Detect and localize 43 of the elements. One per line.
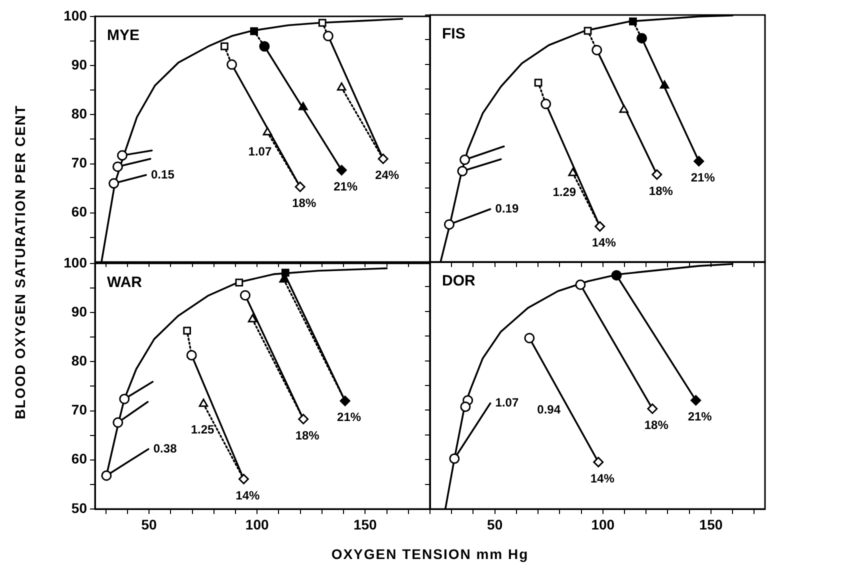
annotation: 0.15 (151, 167, 175, 182)
annotation: 21% (690, 170, 716, 185)
x-axis-title: OXYGEN TENSION mm Hg (330, 546, 530, 562)
annotation: 1.25 (190, 422, 215, 437)
annotation: 14% (590, 471, 615, 486)
annotation: 21% (337, 410, 362, 424)
annotation: 14% (236, 488, 260, 502)
x-tick-label: 100 (591, 516, 615, 532)
y-tick-label: 80 (71, 352, 88, 368)
annotation: 14% (592, 236, 616, 250)
annotation: 24% (375, 168, 400, 182)
x-tick-label: 150 (699, 516, 723, 532)
y-tick-label: 70 (71, 402, 88, 418)
text: WAR (107, 274, 142, 292)
annotation: 0.94 (537, 402, 561, 417)
annotation: 0.19 (495, 201, 519, 216)
annotation: 21% (334, 179, 358, 194)
y-axis-title: BLOOD OXYGEN SATURATION PER CENT (12, 104, 28, 420)
annotation: 1.07 (248, 144, 272, 158)
y-tick-label: 100 (64, 254, 88, 270)
x-tick-label: 150 (353, 516, 378, 532)
annotation: 21% (688, 410, 712, 424)
annotation: 18% (644, 418, 669, 432)
x-tick-label: 50 (487, 516, 503, 532)
annotation: 18% (292, 196, 316, 210)
y-tick-label: 60 (71, 204, 88, 220)
y-tick-label: 80 (71, 106, 88, 122)
x-tick-label: 50 (141, 516, 158, 532)
y-tick-label: 90 (71, 303, 88, 320)
y-tick-label: 50 (71, 500, 88, 516)
annotation: 18% (648, 184, 674, 198)
text: FIS (442, 26, 466, 43)
y-tick-label: 90 (71, 56, 88, 72)
text: MYE (107, 27, 140, 44)
y-tick-label: 70 (71, 154, 88, 171)
x-tick-label: 100 (245, 516, 269, 532)
y-tick-label: 100 (64, 7, 88, 24)
annotation: 18% (295, 428, 320, 442)
text: DOR (442, 272, 476, 290)
annotation: 1.07 (495, 396, 519, 410)
y-tick-label: 60 (71, 450, 88, 467)
annotation: 0.38 (153, 441, 178, 456)
annotation: 1.29 (552, 185, 576, 200)
